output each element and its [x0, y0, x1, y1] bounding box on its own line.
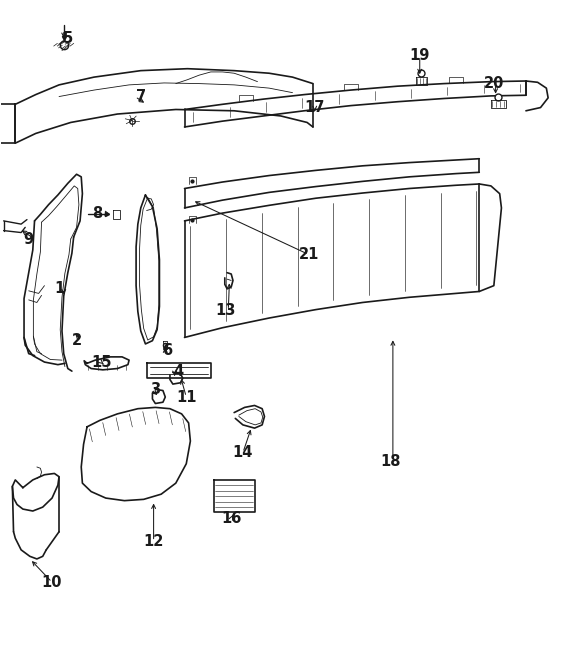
Text: 3: 3 [150, 382, 160, 397]
Text: 21: 21 [299, 247, 319, 262]
Text: 8: 8 [92, 206, 102, 221]
Text: 2: 2 [71, 333, 82, 349]
Text: 4: 4 [174, 363, 184, 378]
Text: 7: 7 [136, 89, 146, 104]
Text: 9: 9 [23, 232, 34, 247]
Text: 15: 15 [91, 354, 111, 369]
Text: 17: 17 [304, 100, 325, 115]
Text: 18: 18 [380, 454, 401, 469]
Text: 14: 14 [233, 445, 253, 460]
Text: 10: 10 [42, 575, 62, 590]
Text: 20: 20 [484, 76, 504, 91]
Text: 16: 16 [221, 511, 242, 526]
Text: 6: 6 [162, 343, 172, 358]
Text: 13: 13 [215, 302, 236, 318]
Text: 1: 1 [54, 282, 64, 297]
Text: 12: 12 [143, 534, 164, 549]
Text: 5: 5 [63, 31, 73, 46]
Text: 19: 19 [410, 48, 430, 63]
Text: 11: 11 [176, 389, 197, 404]
